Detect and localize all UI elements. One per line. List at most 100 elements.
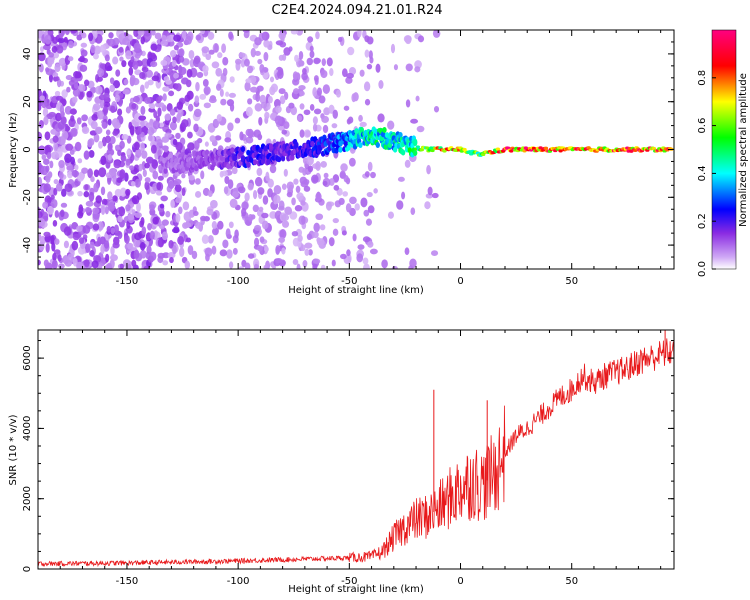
spectrogram-noise-cell — [284, 206, 293, 215]
spectrogram-noise-cell — [162, 260, 169, 266]
spectrogram-noise-cell — [159, 203, 165, 209]
spectrogram-noise-cell — [180, 77, 189, 85]
spectrogram-noise-cell — [257, 245, 263, 252]
spectrogram-noise-cell — [366, 191, 373, 198]
spectrogram-noise-cell — [357, 30, 362, 38]
spectrogram-noise-cell — [158, 95, 163, 102]
spectrogram-noise-cell — [160, 59, 168, 66]
spectrogram-noise-cell — [85, 200, 94, 207]
spectrogram-noise-cell — [370, 171, 376, 179]
spectrogram-ridge-cell — [294, 141, 299, 148]
spectrogram-ridge-cell — [651, 146, 657, 151]
spectrogram-noise-cell — [149, 251, 157, 262]
spectrogram-noise-cell — [247, 182, 254, 191]
spectrogram-noise-cell — [292, 259, 299, 266]
spectrogram-noise-cell — [340, 253, 347, 260]
spectrogram-noise-cell — [46, 205, 55, 215]
spectrogram-noise-cell — [88, 32, 94, 42]
spectrogram-noise-cell — [427, 186, 433, 196]
spectrogram-y-ticks: -40 -20 0 20 40 — [22, 29, 674, 270]
spectrogram-noise-cell — [66, 165, 74, 171]
spectrogram-noise-cell — [173, 34, 182, 42]
spectrogram-ridge-cell — [246, 161, 251, 168]
colorbar-tick-label: 0.4 — [697, 165, 708, 181]
spectrogram-noise-cell — [302, 168, 307, 176]
spectrogram-noise-cell — [246, 65, 254, 74]
spectrogram-noise-cell — [312, 116, 318, 125]
spectrogram-noise-cell — [227, 179, 234, 189]
spectrogram-noise-cell — [72, 233, 80, 241]
spectrogram-noise-cell — [93, 133, 100, 143]
spectrogram-noise-cell — [315, 213, 324, 221]
spectrogram-noise-cell — [367, 161, 373, 172]
spectrogram-noise-cell — [170, 199, 175, 209]
spectrogram-noise-cell — [140, 36, 145, 45]
spectrogram-noise-cell — [238, 266, 245, 269]
spectrogram-noise-cell — [54, 90, 61, 97]
spectrogram-noise-cell — [196, 71, 204, 79]
spectrogram-noise-cell — [92, 103, 101, 111]
spectrogram-noise-cell — [81, 167, 89, 174]
spectrogram-noise-cell — [139, 250, 147, 259]
spectrogram-noise-cell — [167, 180, 175, 189]
spectrogram-noise-cell — [250, 76, 257, 83]
spectrogram-noise-cell — [57, 37, 65, 44]
spectrogram-noise-cell — [318, 95, 326, 104]
spectrogram-noise-cell — [262, 31, 267, 41]
spectrogram-noise-cell — [49, 160, 54, 169]
spectrogram-noise-cell — [150, 144, 157, 154]
spectrogram-noise-cell — [396, 200, 404, 210]
spectrogram-noise-cell — [364, 98, 371, 106]
spectrogram-noise-cell — [424, 201, 431, 210]
spectrogram-noise-cell — [211, 221, 218, 230]
spectrogram-noise-cell — [373, 188, 378, 194]
spectrogram-noise-cell — [169, 50, 177, 58]
spectrogram-noise-cell — [378, 80, 384, 89]
spectrogram-noise-cell — [296, 263, 301, 269]
spectrogram-noise-cell — [247, 253, 255, 259]
figure-title: C2E4.2024.094.21.01.R24 — [271, 3, 442, 18]
spectrogram-noise-cell — [286, 181, 295, 191]
spectrogram-noise-cell — [321, 115, 329, 123]
spectrogram-noise-cell — [58, 57, 67, 67]
spectrogram-noise-cell — [273, 185, 282, 195]
spectrogram-noise-cell — [112, 80, 121, 89]
spectrogram-noise-cell — [200, 170, 205, 180]
spectrogram-noise-cell — [119, 263, 124, 269]
spectrogram-noise-cell — [357, 244, 365, 250]
spectrogram-noise-cell — [326, 57, 333, 67]
spectrogram-noise-cell — [301, 72, 308, 81]
spectrogram-noise-cell — [431, 192, 439, 199]
spectrogram-ridge-cell — [495, 147, 501, 151]
spectrogram-noise-cell — [404, 247, 410, 256]
spectrogram-noise-cell — [47, 57, 55, 65]
spectrogram-noise-cell — [259, 236, 265, 243]
colorbar-label: Normalized spectral amplitude — [738, 73, 749, 227]
spectrogram-ridge-cell — [232, 155, 238, 162]
spectrogram-noise-cell — [247, 98, 253, 105]
colorbar — [711, 29, 737, 270]
spectrogram-noise-cell — [165, 210, 171, 218]
spectrogram-noise-cell — [195, 81, 200, 92]
spectrogram-noise-cell — [313, 57, 321, 65]
spectrogram-noise-cell — [362, 257, 369, 265]
spectrogram-noise-cell — [38, 52, 46, 62]
spectrogram-noise-cell — [313, 108, 322, 115]
spectrogram-noise-cell — [343, 105, 350, 111]
spectrogram-noise-cell — [121, 60, 127, 68]
spectrogram-noise-cell — [91, 113, 98, 121]
spectrogram-noise-cell — [315, 31, 320, 40]
spectrogram-noise-cell — [113, 160, 121, 169]
spectrogram-noise-cell — [105, 135, 111, 144]
spectrogram-noise-cell — [61, 130, 69, 140]
spectrogram-noise-cell — [200, 30, 206, 35]
spectrogram-noise-cell — [426, 164, 431, 175]
spectrogram-noise-cell — [44, 34, 52, 45]
spectrogram-noise-cell — [100, 244, 105, 255]
snr-series-line — [38, 338, 674, 568]
spectrogram-noise-cell — [298, 215, 306, 225]
spectrogram-noise-cell — [193, 210, 199, 217]
spectrogram-noise-cell — [195, 221, 202, 229]
spectrogram-noise-cell — [281, 183, 287, 190]
spectrogram-noise-cell — [44, 131, 51, 141]
